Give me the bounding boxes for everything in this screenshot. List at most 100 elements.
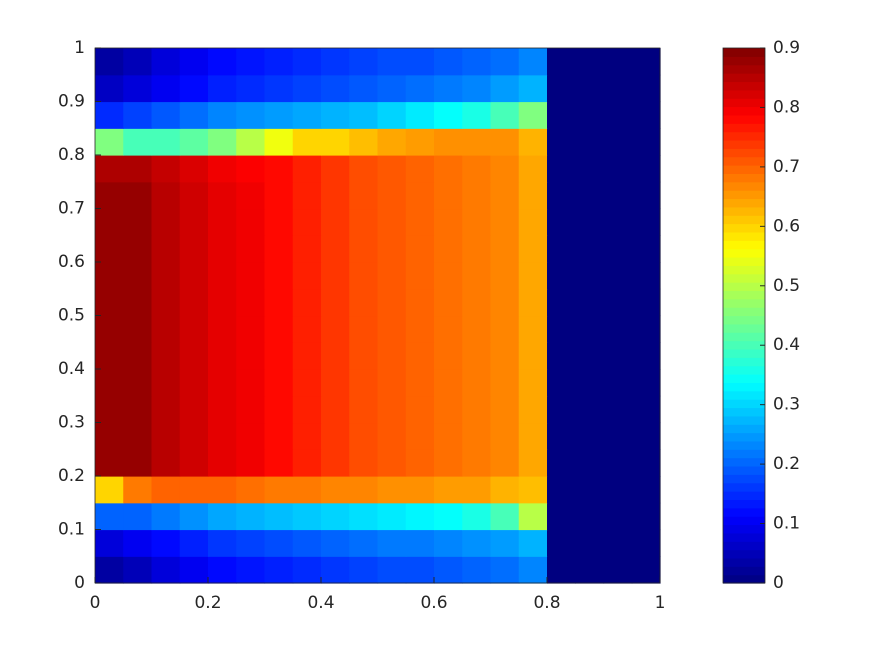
heat-cell <box>236 48 266 76</box>
heat-cell <box>405 288 435 317</box>
heat-cell <box>236 502 266 531</box>
colorbar-swatch <box>723 231 765 241</box>
heat-cell <box>321 476 350 504</box>
heat-cell <box>321 48 350 76</box>
heat-cell <box>321 315 350 343</box>
heat-cell <box>547 181 576 210</box>
heat-cell <box>575 395 605 424</box>
heat-cell <box>547 235 576 263</box>
heat-cell <box>518 155 548 183</box>
heat-cell <box>575 181 605 210</box>
heat-cell <box>547 101 576 129</box>
y-tick-label: 0.8 <box>58 145 85 165</box>
heat-cell <box>631 502 661 531</box>
heat-cell <box>377 74 407 103</box>
heat-cell <box>490 315 520 343</box>
heat-cell <box>462 235 492 263</box>
heat-cell <box>264 288 294 317</box>
heat-cell <box>208 235 237 263</box>
heat-cell <box>518 502 548 531</box>
heat-cell <box>264 556 294 584</box>
heat-cell <box>377 288 407 317</box>
heat-cell <box>547 128 576 156</box>
heat-cell <box>321 208 350 236</box>
heat-cell <box>405 181 435 210</box>
heat-cell <box>405 529 435 557</box>
heat-cell <box>490 556 520 584</box>
heat-cell <box>151 101 181 129</box>
colorbar-swatch <box>723 574 765 584</box>
heat-cell <box>490 208 520 236</box>
heat-cell <box>264 128 294 156</box>
colorbar-swatch <box>723 139 765 149</box>
heat-cell <box>151 449 181 477</box>
heat-cell <box>292 74 322 103</box>
heat-cell <box>236 181 266 210</box>
heat-cell <box>490 395 520 424</box>
heat-cell <box>490 529 520 557</box>
heat-cell <box>434 502 463 531</box>
heat-cell <box>434 395 463 424</box>
heat-cell <box>518 235 548 263</box>
heat-cell <box>151 556 181 584</box>
heat-cell <box>631 235 661 263</box>
heat-cell <box>264 181 294 210</box>
heat-cell <box>462 556 492 584</box>
heat-cell <box>547 315 576 343</box>
heat-cell <box>547 48 576 76</box>
colorbar-swatch <box>723 307 765 317</box>
y-tick-label: 0 <box>74 573 85 593</box>
heat-cell <box>518 181 548 210</box>
heat-cell <box>151 48 181 76</box>
heat-cell <box>490 476 520 504</box>
heat-cell <box>405 101 435 129</box>
heat-cell <box>349 529 379 557</box>
heat-cell <box>208 181 237 210</box>
heat-cell <box>575 262 605 290</box>
heat-cell <box>236 262 266 290</box>
heat-cell <box>603 422 633 450</box>
colorbar-swatch <box>723 340 765 350</box>
colorbar-swatch <box>723 165 765 174</box>
heat-cell <box>434 101 463 129</box>
heat-cell <box>603 262 633 290</box>
heat-cell <box>208 208 237 236</box>
heat-cell <box>405 502 435 531</box>
heat-cell <box>151 315 181 343</box>
colorbar-swatch <box>723 256 765 266</box>
heat-cell <box>95 128 124 156</box>
heat-cell <box>264 262 294 290</box>
heat-cell <box>208 422 237 450</box>
heat-cell <box>349 369 379 397</box>
heat-cell <box>208 476 237 504</box>
heat-cell <box>292 315 322 343</box>
heat-cell <box>631 422 661 450</box>
heat-cell <box>434 529 463 557</box>
colorbar-swatch <box>723 524 765 534</box>
heat-cell <box>349 155 379 183</box>
heat-cell <box>631 48 661 76</box>
heat-cell <box>95 235 124 263</box>
heat-cell <box>377 449 407 477</box>
heat-cell <box>264 529 294 557</box>
colorbar-swatch <box>723 290 765 300</box>
heat-cell <box>321 262 350 290</box>
heat-cell <box>434 315 463 343</box>
heat-cell <box>123 101 153 129</box>
y-tick-label: 0.6 <box>58 252 85 272</box>
heat-cell <box>631 342 661 370</box>
heat-cell <box>179 342 209 370</box>
heat-cell <box>123 288 153 317</box>
heat-cell <box>236 128 266 156</box>
heat-cell <box>208 128 237 156</box>
heat-cell <box>405 155 435 183</box>
heat-cell <box>631 369 661 397</box>
heat-cell <box>208 529 237 557</box>
colorbar-swatch <box>723 424 765 434</box>
colorbar-tick-label: 0.9 <box>773 38 800 58</box>
heat-cell <box>236 235 266 263</box>
heat-cell <box>321 502 350 531</box>
colorbar-swatch <box>723 482 765 492</box>
heat-cell <box>292 422 322 450</box>
colorbar-swatch <box>723 407 765 417</box>
